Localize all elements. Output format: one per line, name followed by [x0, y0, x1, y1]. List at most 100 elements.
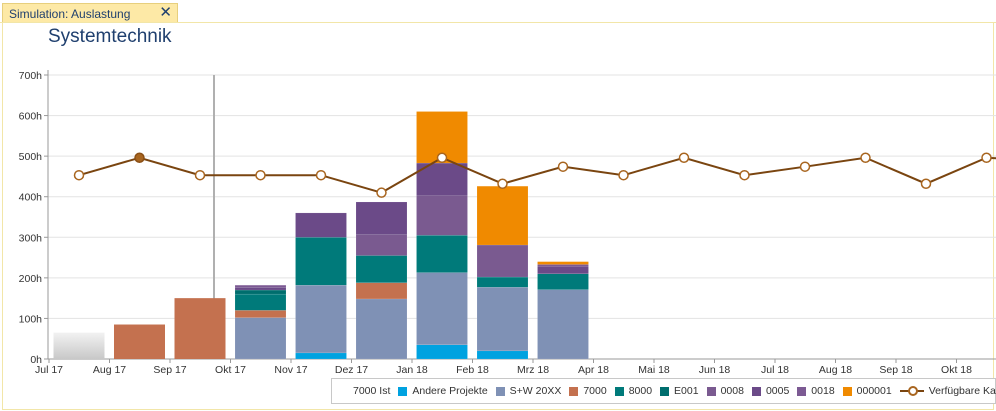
bar-segment [295, 285, 347, 354]
bar-segment [355, 255, 408, 283]
chart-panel [2, 22, 994, 410]
x-tick-label: Mrz 18 [517, 364, 549, 376]
bar-segment [234, 310, 287, 318]
legend-label: 000001 [856, 385, 892, 397]
x-tick-label: Dez 17 [335, 364, 368, 376]
capacity-point [860, 152, 871, 164]
legend-label: 0005 [765, 385, 790, 397]
legend-label: 0018 [811, 385, 835, 397]
legend-swatch [751, 386, 761, 396]
bar-segment [295, 237, 347, 286]
close-icon[interactable]: ✕ [159, 4, 172, 21]
legend-item: 8000 [614, 385, 653, 397]
bar-segment [295, 212, 347, 238]
x-tick-label: Okt 17 [215, 364, 246, 376]
bar-segment [476, 287, 529, 352]
capacity-point [497, 178, 508, 189]
capacity-point [678, 152, 690, 164]
bar-segment [416, 235, 468, 273]
bar-segment [537, 289, 589, 360]
ist-bar [53, 332, 105, 359]
bar-segment [295, 352, 347, 360]
legend-label: Verfügbare Kapazität [928, 385, 996, 397]
x-tick-label: Jan 18 [396, 364, 428, 376]
tab-simulation-auslastung[interactable]: Simulation: Auslastung ✕ [2, 3, 178, 22]
bar-segment [476, 276, 529, 288]
legend-swatch [706, 386, 716, 396]
y-tick-label: 400h [19, 192, 43, 204]
capacity-line [78, 156, 996, 194]
legend-swatch [614, 386, 624, 396]
y-tick-label: 0h [30, 354, 42, 366]
x-tick-label: Jun 18 [699, 364, 731, 376]
capacity-point [73, 169, 85, 181]
capacity-point [194, 169, 206, 181]
legend-item: 7000 Ist [353, 385, 390, 397]
legend-label: 0008 [720, 385, 744, 397]
y-tick-label: 700h [19, 70, 43, 82]
capacity-point [376, 187, 387, 198]
x-tick-label: Feb 18 [456, 364, 489, 376]
legend-item: 0008 [706, 385, 744, 397]
legend-item: 000001 [842, 385, 892, 397]
legend-item: 0005 [751, 385, 790, 397]
bar-segment [234, 289, 287, 295]
bar-segment [234, 317, 287, 360]
x-tick-label: Aug 18 [819, 364, 852, 376]
bar-segment [416, 195, 468, 236]
ist-bar [174, 298, 226, 359]
legend-swatch [398, 386, 408, 396]
capacity-point [255, 169, 266, 181]
legend-swatch [842, 386, 852, 396]
bar-segment [234, 285, 287, 288]
bar-segment [234, 287, 287, 291]
legend-item: Verfügbare Kapazität [899, 385, 996, 397]
y-tick-label: 100h [19, 313, 43, 325]
legend-swatch [797, 386, 807, 396]
bar-segment [234, 293, 287, 311]
x-tick-label: Aug 17 [93, 364, 126, 376]
bar-segment [355, 282, 408, 300]
tab-bar: Simulation: Auslastung ✕ [0, 0, 996, 23]
tab-label: Simulation: Auslastung [9, 7, 131, 21]
legend-label: 8000 [628, 385, 653, 397]
capacity-point [557, 161, 569, 172]
capacity-point [315, 169, 327, 181]
bar-segment [476, 186, 529, 246]
y-tick-label: 200h [19, 273, 43, 285]
legend-line-swatch [899, 386, 924, 396]
x-tick-label: Jul 18 [761, 364, 789, 376]
bar-segment [355, 298, 408, 360]
bar-segment [537, 266, 589, 274]
capacity-point [618, 169, 629, 181]
legend-item: Andere Projekte [398, 385, 488, 397]
legend-label: 7000 Ist [353, 385, 391, 397]
x-tick-label: Sep 18 [879, 364, 912, 376]
x-tick-label: Nov 17 [274, 364, 307, 376]
capacity-point [981, 152, 992, 164]
bar-segment [355, 234, 408, 256]
capacity-point [134, 152, 145, 164]
legend-label: S+W 20XX [509, 385, 562, 397]
y-tick-label: 500h [19, 151, 43, 163]
legend-label: E001 [674, 385, 699, 397]
legend-swatch [569, 386, 579, 396]
ist-bar [114, 324, 165, 359]
bar-segment [537, 273, 589, 290]
legend-item: S+W 20XX [495, 385, 562, 397]
chart-title: Systemtechnik [48, 26, 172, 47]
capacity-point [436, 152, 448, 164]
legend-item: E001 [660, 385, 699, 397]
chart-legend: 7000 Ist Andere Projekte S+W 20XX 7000 8000 E… [331, 378, 996, 404]
bar-segment [416, 344, 468, 360]
legend-label: Andere Projekte [412, 385, 488, 397]
bar-segment [355, 201, 408, 235]
y-tick-label: 300h [19, 232, 43, 244]
legend-item: 0018 [797, 385, 835, 397]
x-tick-label: Mai 18 [638, 364, 670, 376]
y-tick-label: 600h [19, 111, 43, 123]
bar-segment [537, 261, 589, 265]
x-tick-label: Okt 18 [941, 364, 972, 376]
legend-item: 7000 [569, 385, 607, 397]
